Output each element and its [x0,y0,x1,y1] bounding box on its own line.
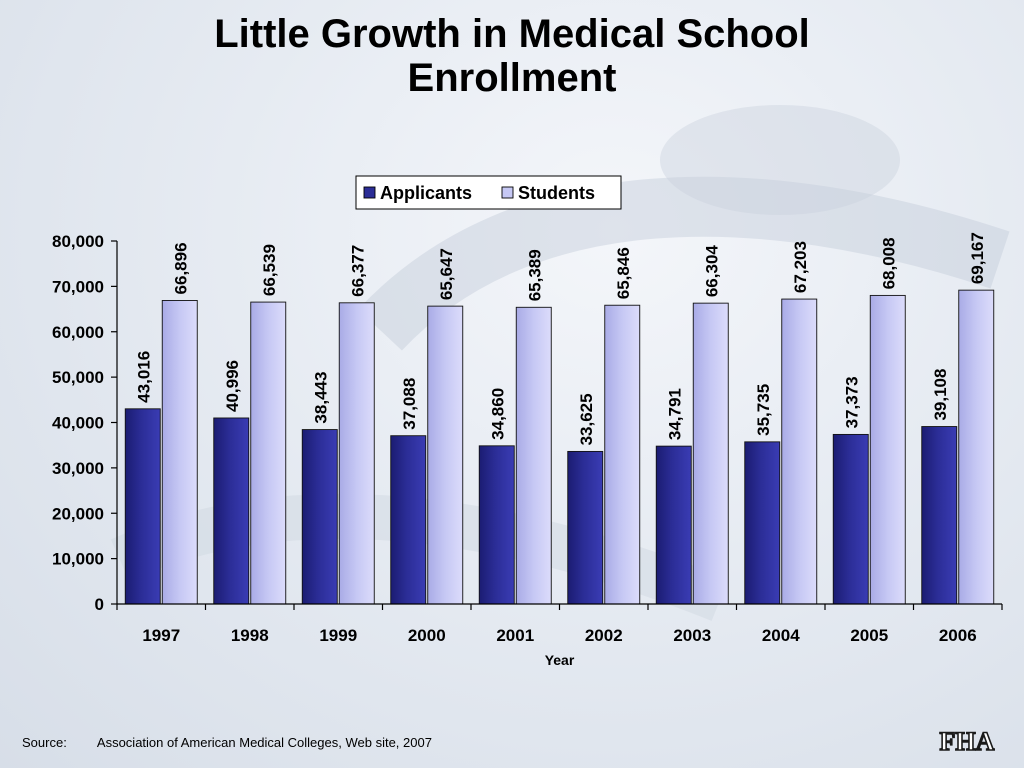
y-tick-label: 60,000 [52,323,104,342]
x-tick-label: 2005 [850,626,888,645]
data-label-applicants: 33,625 [577,393,596,445]
bar-applicants-1998 [213,417,250,605]
y-tick-label: 50,000 [52,368,104,387]
y-tick-label: 20,000 [52,504,104,523]
data-label-students: 66,539 [260,244,279,296]
x-tick-label: 2006 [939,626,977,645]
x-tick-label: 2003 [673,626,711,645]
data-label-applicants: 40,996 [223,360,242,412]
x-tick-label: 2001 [496,626,534,645]
x-axis-title: Year [545,652,575,668]
x-tick-label: 2002 [585,626,623,645]
source-note: Source: Association of American Medical … [22,735,432,750]
bar-students-2001 [515,306,552,605]
y-tick-label: 10,000 [52,550,104,569]
data-label-students: 65,389 [526,249,545,301]
y-tick-label: 0 [95,595,104,614]
title-line-2: Enrollment [407,56,617,100]
data-label-applicants: 35,735 [754,384,773,436]
x-tick-label: 1998 [231,626,269,645]
source-text: Association of American Medical Colleges… [96,735,432,750]
x-tick-label: 1997 [142,626,180,645]
data-label-students: 66,896 [172,242,191,294]
bar-students-2002 [604,304,641,605]
bar-students-2006 [958,289,995,605]
legend-swatch-students [501,186,514,199]
bar-students-1999 [338,302,375,605]
bar-students-1998 [250,301,287,605]
data-label-applicants: 34,791 [666,388,685,440]
data-label-students: 69,167 [968,232,987,284]
x-axis: 1997 1998 1999 2000 2001 2002 2003 2004 2005 2006… [116,603,1003,668]
data-label-applicants: 34,860 [489,388,508,440]
bar-applicants-2002 [567,450,604,605]
bar-applicants-2004 [744,441,781,605]
legend-swatch-applicants [363,186,376,199]
source-label: Source: [22,735,67,750]
bar-applicants-1999 [301,429,338,605]
chart-legend: Applicants Students [355,175,622,210]
bar-students-1997 [161,300,198,605]
legend-label-students: Students [518,183,595,203]
title-line-1: Little Growth in Medical School [214,12,810,56]
x-tick-label: 2004 [762,626,800,645]
data-label-applicants: 37,373 [843,376,862,428]
data-label-students: 67,203 [791,241,810,293]
bar-applicants-2001 [478,445,515,605]
data-label-applicants: 43,016 [135,351,154,403]
y-tick-label: 40,000 [52,414,104,433]
bar-applicants-2000 [390,435,427,605]
bar-applicants-2005 [832,433,869,605]
data-label-applicants: 37,088 [400,378,419,430]
slide-title: Little Growth in Medical School Enrollme… [0,12,1024,100]
y-tick-label: 80,000 [52,232,104,251]
bar-students-2004 [781,298,818,605]
bar-students-2005 [869,294,906,605]
bar-students-2000 [427,305,464,605]
y-axis: 0 10,000 20,000 30,000 40,000 50,000 60,000 70,… [52,232,118,614]
bar-applicants-2006 [921,426,958,605]
data-label-students: 68,008 [880,237,899,289]
data-label-applicants: 39,108 [931,369,950,421]
fha-logo-text: FHA [940,727,995,756]
bar-applicants-2003 [655,445,692,605]
x-tick-label: 1999 [319,626,357,645]
y-tick-label: 70,000 [52,277,104,296]
legend-box [355,175,622,210]
fha-logo: FHA [939,726,996,757]
data-label-students: 66,304 [703,245,722,298]
data-label-applicants: 38,443 [312,372,331,424]
legend-label-applicants: Applicants [380,183,472,203]
bars-group: 43,016 40,996 38,443 37,088 34,860 33,625 34,7… [124,232,995,605]
y-tick-label: 30,000 [52,459,104,478]
data-label-students: 65,647 [437,248,456,300]
data-label-students: 66,377 [349,245,368,297]
x-tick-label: 2000 [408,626,446,645]
bar-students-2003 [692,302,729,605]
bar-applicants-1997 [124,408,161,605]
data-label-students: 65,846 [614,247,633,299]
